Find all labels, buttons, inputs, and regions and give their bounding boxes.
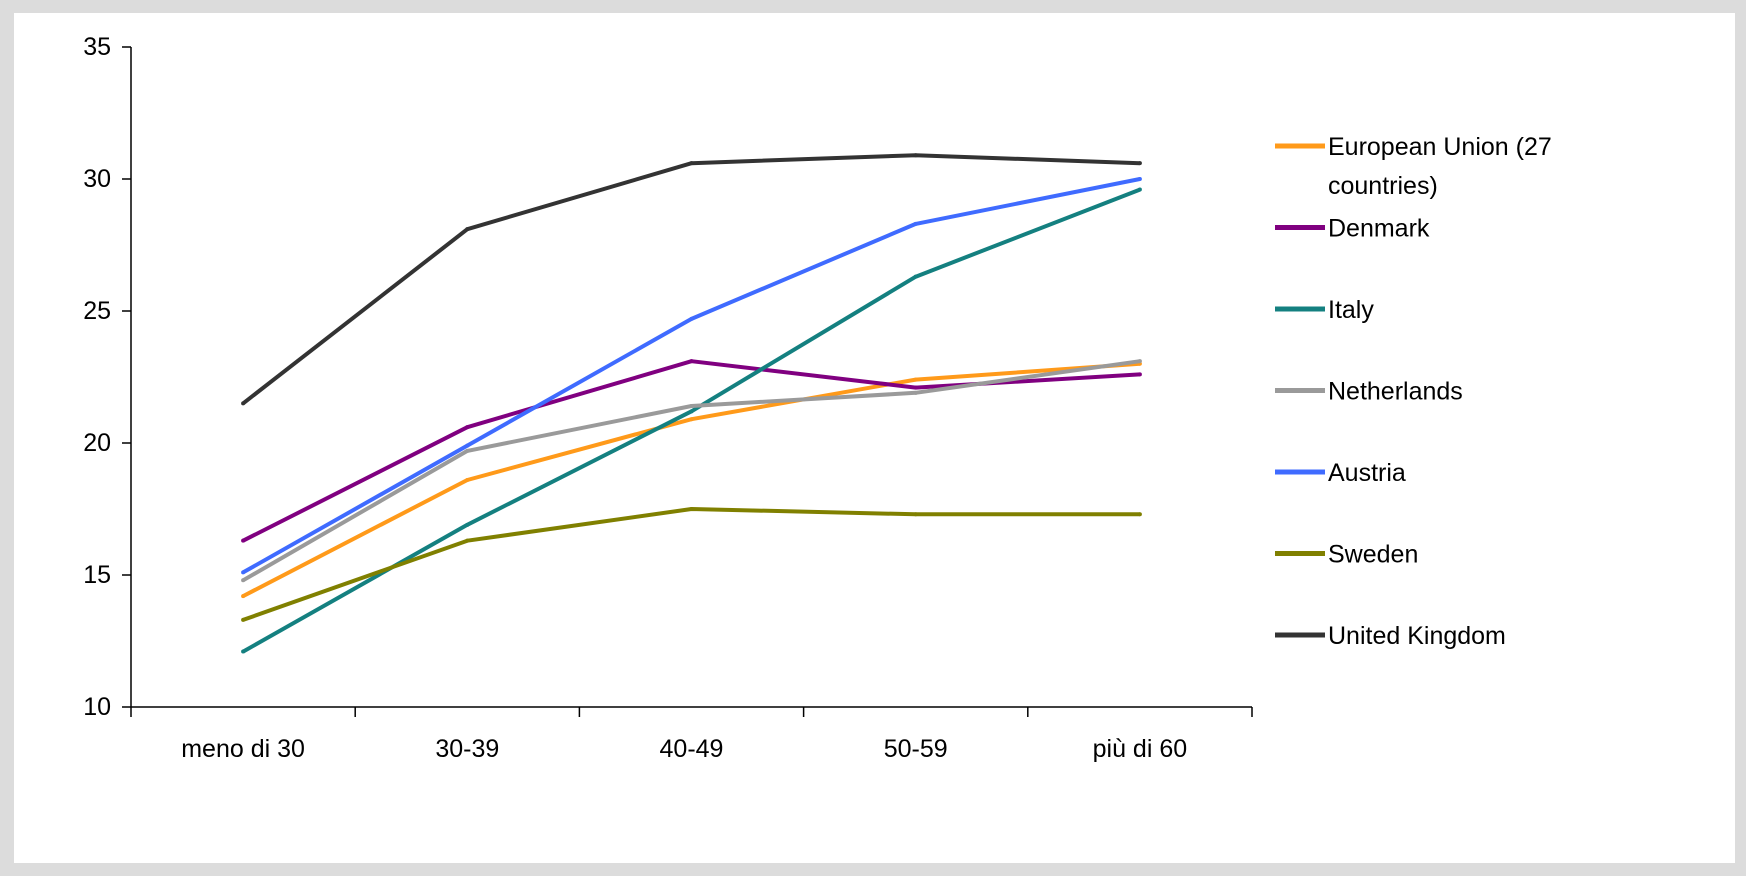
x-tick-label: 50-59 xyxy=(884,735,948,763)
series-sweden xyxy=(241,507,1142,622)
data-point xyxy=(241,594,246,599)
data-point xyxy=(1137,161,1142,166)
series-austria xyxy=(241,177,1142,575)
legend-item-european-union-27-countries: European Union (27 countries) xyxy=(1275,133,1552,200)
chart-panel xyxy=(14,13,1735,863)
data-point xyxy=(689,404,694,409)
data-point xyxy=(689,507,694,511)
y-tick-label: 30 xyxy=(83,165,111,193)
series-united-kingdom xyxy=(241,153,1142,406)
data-point xyxy=(689,161,694,166)
data-point xyxy=(913,377,918,382)
data-point xyxy=(1137,359,1142,364)
data-point xyxy=(241,401,246,406)
data-point xyxy=(241,578,246,583)
data-point xyxy=(241,538,246,543)
data-point xyxy=(465,477,470,482)
legend-label: Netherlands xyxy=(1328,378,1463,406)
legend-label: United Kingdom xyxy=(1328,622,1506,650)
legend-item-denmark: Denmark xyxy=(1275,215,1430,243)
legend-label: countries) xyxy=(1328,172,1438,200)
series-european-union-27-countries xyxy=(241,361,1142,599)
series-layer xyxy=(241,153,1142,654)
data-point xyxy=(465,443,470,448)
data-point xyxy=(913,512,918,517)
data-point xyxy=(689,359,694,364)
series-line-european-union-27-countries xyxy=(242,361,1141,598)
data-point xyxy=(241,570,246,575)
data-point xyxy=(689,417,694,422)
data-point xyxy=(465,448,470,453)
legend-label: Denmark xyxy=(1328,215,1430,243)
data-point xyxy=(913,153,918,158)
data-point xyxy=(913,221,918,226)
legend-label: Italy xyxy=(1328,296,1374,324)
axes: 10 15 20 25 30 35 meno di 30 30-39 40-49 50-59 più… xyxy=(83,33,1253,763)
data-point xyxy=(1137,187,1142,192)
legend-item-sweden: Sweden xyxy=(1275,541,1418,569)
data-point xyxy=(465,227,470,232)
x-tick-label: meno di 30 xyxy=(181,735,305,763)
data-point xyxy=(913,274,918,279)
data-point xyxy=(1137,177,1142,181)
legend-label: European Union (27 xyxy=(1328,133,1552,161)
y-tick-label: 10 xyxy=(83,693,111,721)
legend-item-italy: Italy xyxy=(1275,296,1374,324)
legend-item-united-kingdom: United Kingdom xyxy=(1275,622,1506,650)
data-point xyxy=(465,538,470,543)
data-point xyxy=(689,409,694,414)
data-point xyxy=(913,385,918,390)
data-point xyxy=(465,425,470,430)
legend-label: Austria xyxy=(1328,459,1406,487)
legend-item-austria: Austria xyxy=(1275,459,1406,487)
y-tick-label: 20 xyxy=(83,429,111,457)
x-tick-label: più di 60 xyxy=(1093,735,1188,763)
data-point xyxy=(465,522,470,527)
data-point xyxy=(689,316,694,321)
legend-label: Sweden xyxy=(1328,541,1418,569)
data-point xyxy=(1137,372,1142,377)
y-tick-label: 15 xyxy=(83,561,111,589)
x-tick-label: 40-49 xyxy=(660,735,724,763)
series-netherlands xyxy=(241,359,1142,583)
series-line-united-kingdom xyxy=(241,153,1140,405)
data-point xyxy=(241,617,246,622)
data-point xyxy=(241,649,246,654)
y-tick-label: 35 xyxy=(83,33,111,61)
legend: European Union (27 countries) Denmark Italy… xyxy=(1275,133,1552,650)
data-point xyxy=(1137,512,1142,517)
data-point xyxy=(913,390,918,395)
x-tick-label: 30-39 xyxy=(435,735,499,763)
y-tick-label: 25 xyxy=(83,297,111,325)
legend-item-netherlands: Netherlands xyxy=(1275,378,1463,406)
